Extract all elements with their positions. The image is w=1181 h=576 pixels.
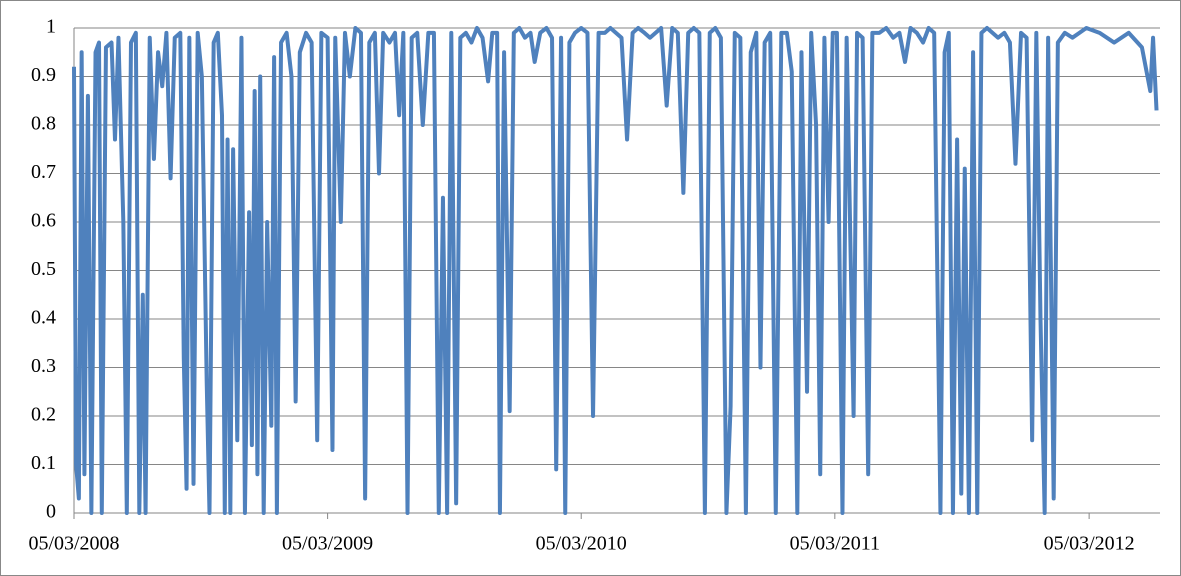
x-tick-label: 05/03/2009	[282, 533, 373, 555]
y-tick-label: 0	[46, 501, 56, 523]
y-tick-label: 0.7	[31, 161, 56, 183]
x-tick-label: 05/03/2008	[28, 533, 119, 555]
data-line	[72, 26, 1159, 515]
y-tick-label: 0.9	[31, 64, 56, 86]
y-tick-label: 1	[46, 16, 56, 38]
x-tick-label: 05/03/2011	[790, 533, 880, 555]
y-tick-label: 0.8	[31, 113, 56, 135]
y-tick-label: 0.6	[31, 210, 56, 232]
y-tick-label: 0.3	[31, 355, 56, 377]
y-tick-label: 0.4	[31, 307, 56, 329]
y-tick-label: 0.5	[31, 258, 56, 280]
x-tick-label: 05/03/2012	[1044, 533, 1135, 555]
y-tick-label: 0.2	[31, 404, 56, 426]
y-tick-label: 0.1	[31, 452, 56, 474]
x-tick-label: 05/03/2010	[536, 533, 627, 555]
